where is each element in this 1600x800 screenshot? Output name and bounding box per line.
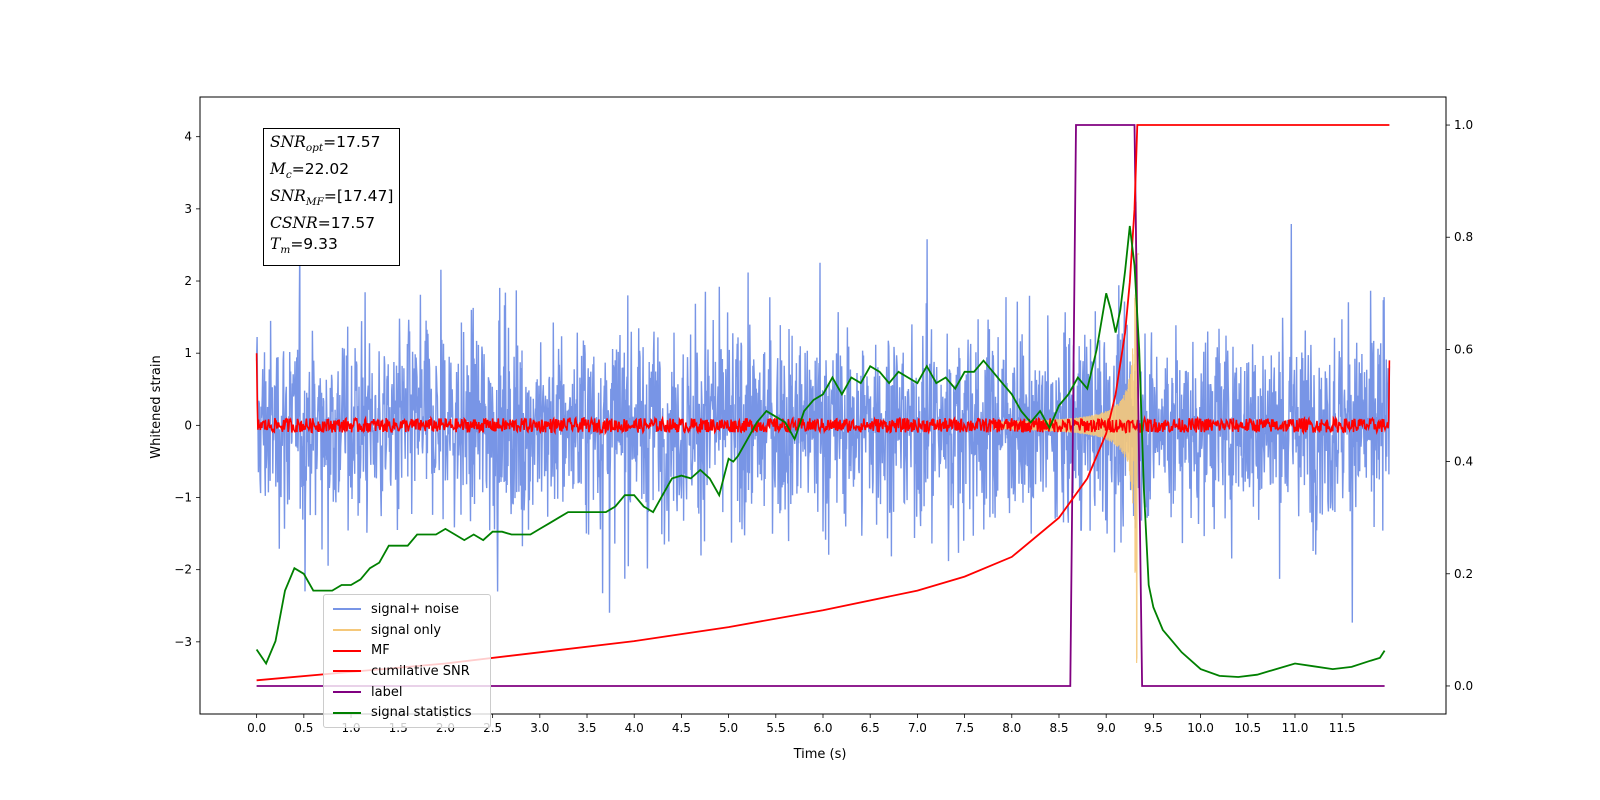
legend-label: MF: [371, 643, 390, 659]
series-mf: [255, 353, 1391, 436]
annotation-snr-mf: SNRMF=[17.47]: [270, 187, 394, 209]
y-axis-label: Whitened strain: [149, 355, 164, 458]
series-cumulative-snr: [256, 124, 1390, 682]
x-tick-label: 0.0: [247, 721, 266, 735]
x-tick-label: 4.0: [625, 721, 644, 735]
legend-label: signal statistics: [371, 705, 472, 721]
y-left-tick-label: 2: [184, 274, 192, 288]
legend-item: cumilative SNR: [330, 661, 484, 682]
legend-swatch: [333, 649, 361, 652]
y-right-tick-label: 0.4: [1454, 455, 1473, 469]
series-label: [256, 124, 1385, 687]
x-tick-label: 6.5: [861, 721, 880, 735]
legend-item: signal statistics: [330, 702, 484, 723]
x-tick-label: 3.5: [577, 721, 596, 735]
x-tick-label: 7.5: [955, 721, 974, 735]
x-tick-label: 0.5: [294, 721, 313, 735]
annotation-snr-opt: SNRopt=17.57: [270, 133, 381, 155]
annotation-box: SNRopt=17.57 Mc=22.02 SNRMF=[17.47] CSNR…: [263, 128, 401, 267]
series-signal-noise: [255, 223, 1391, 623]
y-left-tick-label: −2: [174, 563, 192, 577]
y-right-tick-label: 0.6: [1454, 342, 1473, 356]
x-tick-label: 9.5: [1144, 721, 1163, 735]
x-tick-label: 5.5: [766, 721, 785, 735]
x-axis-label: Time (s): [793, 747, 847, 762]
plot-area: [255, 124, 1391, 687]
y-left-tick-label: 3: [184, 202, 192, 216]
y-right-tick-label: 0.2: [1454, 567, 1473, 581]
x-tick-label: 11.5: [1329, 721, 1356, 735]
x-tick-label: 11.0: [1282, 721, 1309, 735]
legend-label: signal only: [371, 622, 442, 638]
y-left-tick-label: 1: [184, 346, 192, 360]
y-right-tick-label: 0.0: [1454, 679, 1473, 693]
legend-label: signal+ noise: [371, 601, 460, 617]
legend-item: signal only: [330, 620, 484, 641]
legend: signal+ noise signal only MF cumilative SNR…: [323, 594, 491, 729]
legend-swatch: [333, 629, 361, 632]
x-tick-label: 8.0: [1002, 721, 1021, 735]
x-tick-label: 4.5: [672, 721, 691, 735]
x-tick-label: 9.0: [1097, 721, 1116, 735]
x-tick-label: 8.5: [1049, 721, 1068, 735]
y-right-tick-label: 0.8: [1454, 230, 1473, 244]
legend-label: label: [371, 684, 403, 700]
legend-swatch: [333, 711, 361, 714]
legend-item: MF: [330, 640, 484, 661]
legend-item: label: [330, 682, 484, 703]
annotation-csnr: CSNR=17.57: [270, 214, 376, 233]
legend-label: cumilative SNR: [371, 663, 470, 679]
x-tick-label: 5.0: [719, 721, 738, 735]
y-left-tick-label: −1: [174, 491, 192, 505]
legend-swatch: [333, 691, 361, 694]
annotation-tm: Tm=9.33: [270, 235, 338, 257]
legend-swatch: [333, 608, 361, 611]
y-left-tick-label: −3: [174, 635, 192, 649]
x-tick-label: 10.5: [1234, 721, 1261, 735]
y-right-tick-label: 1.0: [1454, 118, 1473, 132]
y-left-tick-label: 0: [184, 418, 192, 432]
legend-item: signal+ noise: [330, 599, 484, 620]
y-left-tick-label: 4: [184, 130, 192, 144]
series-signal-statistics: [255, 225, 1386, 678]
x-tick-label: 3.0: [530, 721, 549, 735]
x-tick-label: 7.0: [908, 721, 927, 735]
x-tick-label: 6.0: [813, 721, 832, 735]
annotation-mc: Mc=22.02: [270, 160, 350, 182]
x-tick-label: 10.0: [1187, 721, 1214, 735]
legend-swatch: [333, 670, 361, 673]
